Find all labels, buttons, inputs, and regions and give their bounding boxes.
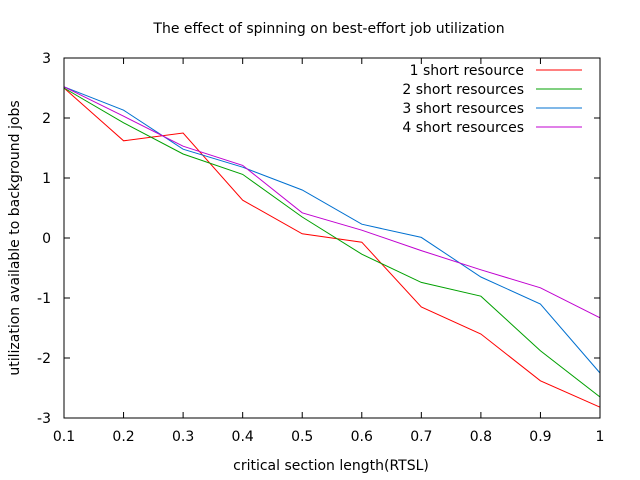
x-tick-label: 0.8 — [470, 429, 492, 445]
series-layer — [63, 86, 601, 408]
x-tick-label: 0.2 — [112, 429, 134, 445]
y-tick-label: 3 — [42, 51, 51, 67]
legend-label-1: 1 short resource — [410, 63, 524, 79]
x-tick-label: 0.3 — [172, 429, 194, 445]
legend-label-4: 4 short resources — [402, 120, 524, 136]
x-tick-label: 0.7 — [410, 429, 432, 445]
series-line-3 — [63, 86, 601, 374]
series-line-4 — [63, 86, 601, 319]
legend-label-2: 2 short resources — [402, 82, 524, 98]
chart-title: The effect of spinning on best-effort jo… — [152, 21, 504, 37]
y-tick-label: 2 — [42, 111, 51, 127]
legend: 1 short resource 2 short resources 3 short… — [402, 63, 582, 136]
plot-frame — [63, 57, 601, 419]
x-tick-label: 1 — [596, 429, 605, 445]
series-line-1 — [63, 87, 601, 408]
series-line-2 — [63, 87, 601, 398]
y-tick-label: -3 — [37, 411, 51, 427]
tick-layer: 0.1 0.2 0.3 0.4 0.5 0.6 0.7 0.8 0.9 1 -3 -2 -1 0 1 2 3 — [37, 51, 604, 445]
x-tick-label: 0.9 — [529, 429, 551, 445]
x-tick-label: 0.1 — [53, 429, 75, 445]
y-tick-label: 1 — [42, 171, 51, 187]
x-tick-label: 0.5 — [291, 429, 313, 445]
x-axis-title: critical section length(RTSL) — [233, 458, 429, 474]
y-axis-title: utilization available to background jobs — [7, 100, 23, 375]
y-tick-label: -1 — [37, 291, 51, 307]
legend-label-3: 3 short resources — [402, 101, 524, 117]
y-tick-label: -2 — [37, 351, 51, 367]
x-tick-label: 0.6 — [351, 429, 373, 445]
x-tick-label: 0.4 — [232, 429, 254, 445]
y-tick-label: 0 — [42, 231, 51, 247]
